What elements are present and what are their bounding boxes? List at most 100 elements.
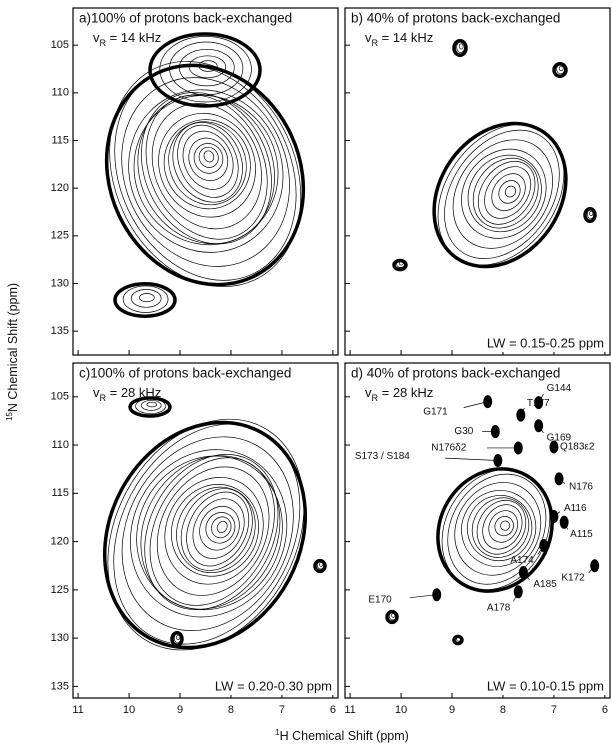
panel: 105 110 115 120 125 130 135 a)100% of protons b… [51,7,339,356]
x-tick-label: 6 [330,704,336,716]
peak-leader [553,511,561,517]
contour [148,32,262,108]
line-width-note: LW = 0.10-0.15 ppm [487,678,604,693]
peak-label: N176 [569,481,593,492]
contour [121,436,294,631]
contour [121,77,290,267]
contour [198,146,219,168]
y-tick-label: 135 [51,325,69,337]
peak-label: G30 [454,426,473,437]
contour [313,558,327,574]
contour [170,484,259,577]
spin-rate-sub: R [372,393,379,403]
spin-rate-sub: R [372,38,379,48]
contour [552,61,568,79]
spin-rate-sub: R [100,393,107,403]
contour [130,449,288,618]
contour [441,469,551,591]
peak-leader [463,401,488,408]
y-tick-label: 130 [51,277,69,289]
y-tick-label: 110 [51,87,69,99]
contour [494,516,514,537]
peak-label: T177 [527,398,550,409]
contour [107,418,305,651]
peak-leader [558,478,566,484]
contour [211,516,232,539]
x-tick-label: 7 [551,704,557,716]
contour [122,285,169,313]
y-tick-label: 115 [51,487,69,499]
y-tick-label: 115 [51,134,69,146]
x-tick-label: 10 [395,704,407,716]
x-tick-label: 9 [177,704,183,716]
contour [316,560,325,570]
contour [437,124,565,266]
x-tick-label: 6 [602,704,608,716]
contour [583,206,597,224]
contour [498,180,521,204]
contour [472,157,539,229]
y-tick-label: 120 [51,182,69,194]
contour [144,454,279,611]
contour [140,400,162,411]
contour [477,160,536,225]
peak-label: A115 [570,529,593,540]
contour [135,398,166,414]
spin-rate: vR = 28 kHz [93,385,161,403]
note-bg [460,678,606,695]
y-axis-label-text: N Chemical Shift (ppm) [6,283,20,412]
x-tick-label: 9 [449,704,455,716]
peak-label: G144 [547,383,572,394]
spin-rate: vR = 14 kHz [365,30,433,48]
peak-leader [520,407,525,416]
spin-rate: vR = 28 kHz [365,385,433,403]
contour [456,41,465,53]
contour [128,396,172,418]
x-tick-label: 7 [279,704,285,716]
peak-leader [588,565,595,574]
panel-frame [72,362,339,699]
contour [456,636,461,642]
contour [586,209,595,220]
contour [476,499,527,555]
title-bg [349,10,606,27]
panel-title: c)100% of protons back-exchanged [79,366,291,381]
contour [133,95,279,246]
peak-leader [537,545,545,555]
y-tick-label: 135 [51,680,69,692]
contour [385,609,399,625]
panel-frame [72,7,339,356]
contour [109,61,302,287]
spin-rate-text: = 28 kHz [378,385,433,400]
spin-rate-text: = 28 kHz [106,385,161,400]
contour [471,497,530,558]
contour [205,512,236,544]
peak-leader [538,425,544,434]
contour [149,457,275,606]
contour [173,633,182,644]
y-axis-label-sup: 15 [5,412,14,421]
contour [158,112,256,218]
peak-leader [563,522,569,530]
contour [192,498,245,559]
contour [176,634,181,641]
y-tick-label: 105 [51,391,69,403]
spin-rate-sub: R [100,38,107,48]
contour [199,505,240,551]
contour [177,124,239,198]
contour [172,122,243,203]
y-tick-label: 130 [51,632,69,644]
contour [452,39,468,57]
contour [461,148,547,239]
peak-leader [523,572,530,580]
y-tick-label: 120 [51,536,69,548]
contour [188,55,227,79]
contour [467,154,542,233]
contour [491,173,526,212]
contour [138,293,155,303]
contour [558,65,564,72]
panel-frame [344,7,611,356]
peak-label: A174 [510,555,534,566]
x-axis-label-sup: 1 [275,728,280,737]
spin-rate: vR = 14 kHz [93,30,161,48]
